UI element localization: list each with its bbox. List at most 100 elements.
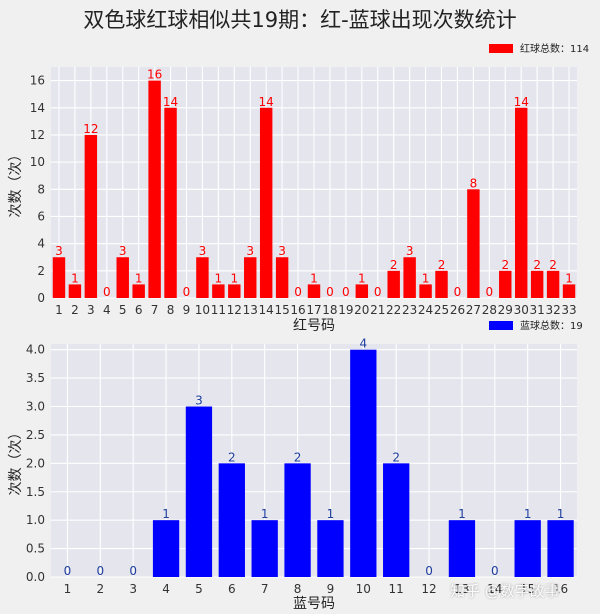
y-tick-label: 16 [30,74,45,88]
x-tick-label: 33 [561,303,576,317]
x-tick-label: 2 [71,303,79,317]
x-tick-label: 12 [421,582,436,596]
x-tick-label: 14 [259,303,274,317]
data-label: 2 [392,450,400,464]
x-tick-label: 23 [402,303,417,317]
x-tick-label: 31 [530,303,545,317]
data-label: 1 [565,271,573,285]
data-label: 1 [135,271,143,285]
data-label: 0 [294,285,302,299]
x-tick-label: 11 [211,303,226,317]
x-tick-label: 21 [370,303,385,317]
y-tick-label: 1.5 [26,485,45,499]
x-tick-label: 11 [389,582,404,596]
data-label: 0 [103,285,111,299]
bar [419,284,432,298]
x-tick-label: 3 [87,303,95,317]
blue-ball-chart: 0.00.51.01.52.02.53.03.54.00102031435261… [8,319,583,612]
y-axis-label: 次数（次） [8,148,24,218]
x-tick-label: 13 [243,303,258,317]
data-label: 2 [390,258,398,272]
data-label: 0 [129,564,137,578]
data-label: 3 [55,244,63,258]
y-tick-label: 6 [37,209,45,223]
x-tick-label: 4 [162,582,170,596]
x-tick-label: 7 [151,303,159,317]
bar [84,134,98,298]
bar [259,107,273,298]
data-label: 14 [259,95,274,109]
data-label: 1 [524,507,532,521]
data-label: 0 [486,285,494,299]
data-label: 3 [119,244,127,258]
data-label: 14 [163,95,178,109]
x-tick-label: 9 [327,582,335,596]
x-tick-label: 7 [261,582,269,596]
x-tick-label: 2 [96,582,104,596]
x-axis-label: 红号码 [293,318,335,334]
x-tick-label: 29 [498,303,513,317]
data-label: 1 [230,271,238,285]
y-tick-label: 2.5 [26,428,45,442]
data-label: 0 [425,564,433,578]
bar [317,520,344,577]
x-tick-label: 17 [306,303,321,317]
data-label: 0 [183,285,191,299]
x-tick-label: 25 [434,303,449,317]
data-label: 1 [327,507,335,521]
x-tick-label: 8 [294,582,302,596]
bar [514,520,541,577]
bar [284,463,311,577]
legend-swatch [489,44,513,53]
data-label: 1 [422,271,430,285]
x-tick-label: 24 [418,303,433,317]
y-tick-label: 4.0 [26,343,45,357]
x-tick-label: 32 [545,303,560,317]
x-tick-label: 30 [514,303,529,317]
bar [228,284,241,298]
data-label: 3 [278,244,286,258]
data-label: 0 [96,564,104,578]
x-tick-label: 10 [356,582,371,596]
legend-swatch [489,321,513,330]
data-label: 2 [533,258,541,272]
y-tick-label: 0.0 [26,570,45,584]
y-tick-label: 0.5 [26,542,45,556]
y-tick-label: 14 [30,101,45,115]
x-tick-label: 1 [64,582,72,596]
x-tick-label: 8 [167,303,175,317]
data-label: 2 [549,258,557,272]
x-tick-label: 19 [338,303,353,317]
x-tick-label: 10 [195,303,210,317]
watermark: 知乎 @数字故事 [450,582,560,600]
y-tick-label: 12 [30,128,45,142]
data-label: 4 [359,337,367,351]
bar [514,107,528,298]
x-tick-label: 18 [322,303,337,317]
data-label: 1 [458,507,466,521]
y-tick-label: 2.0 [26,456,45,470]
data-label: 14 [514,95,529,109]
x-tick-label: 14 [487,582,502,596]
bar [132,284,145,298]
data-label: 2 [228,450,236,464]
bar [307,284,321,298]
y-tick-label: 10 [30,155,45,169]
data-label: 3 [246,244,254,258]
bar [403,257,416,298]
x-tick-label: 15 [274,303,289,317]
bar [562,284,576,298]
figure-title: 双色球红球相似共19期：红-蓝球出现次数统计 [83,8,517,32]
y-axis-label: 次数（次） [8,426,24,496]
bar [251,520,278,577]
plot-area [51,344,577,577]
x-tick-label: 6 [135,303,143,317]
data-label: 1 [162,507,170,521]
bar [52,257,66,298]
bar [547,520,574,577]
bar [218,463,245,577]
x-axis-label: 蓝号码 [293,596,335,612]
data-label: 2 [438,258,446,272]
data-label: 12 [83,122,98,136]
legend-label: 红球总数：114 [520,42,589,55]
